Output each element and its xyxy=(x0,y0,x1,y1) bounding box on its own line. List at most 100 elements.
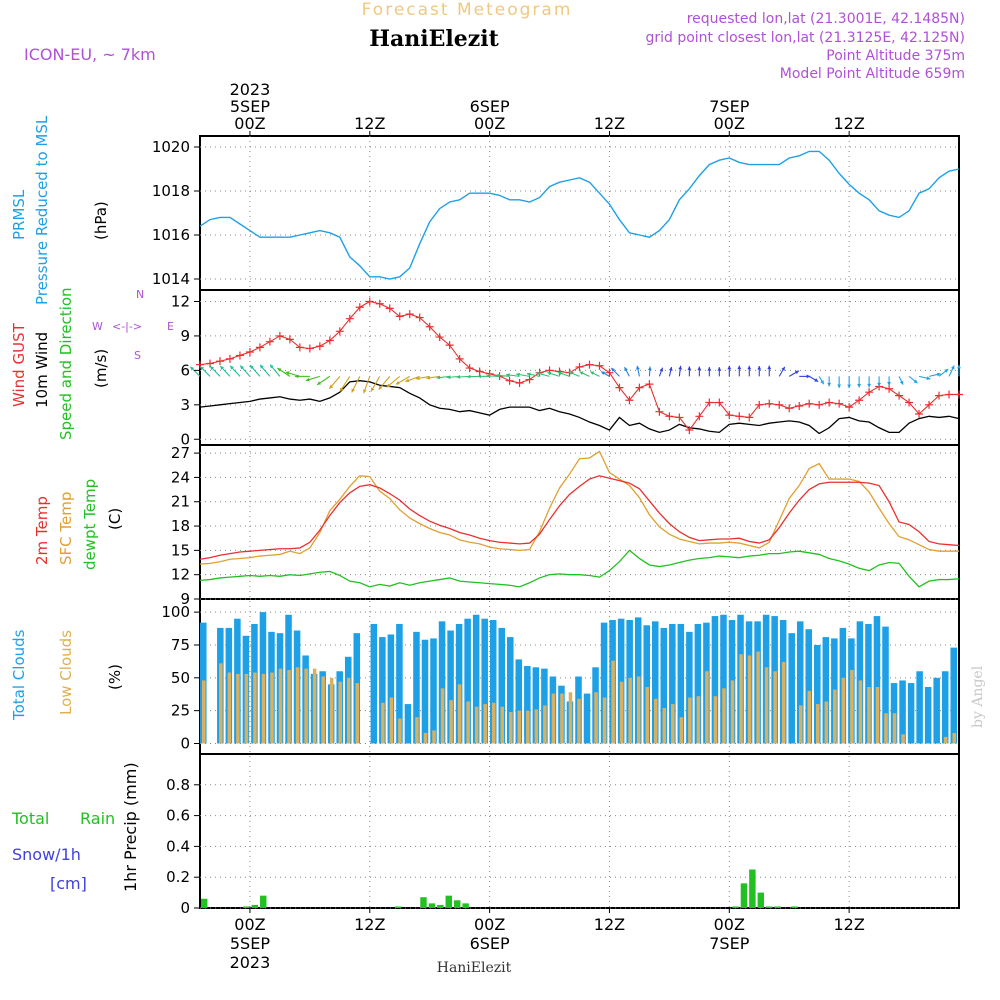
wind-gust-marker xyxy=(295,343,304,352)
low-cloud-bar xyxy=(781,662,786,744)
wind-gust-marker xyxy=(615,383,624,392)
panel-frames xyxy=(199,135,960,909)
wind-speed-line xyxy=(199,380,960,435)
precip-labels: Total Rain Snow/1h [cm] 1hr Precip (mm) xyxy=(11,762,140,893)
temp-dewpt-label: dewpt Temp xyxy=(81,479,99,570)
wind-speed-dir-label: Speed and Direction xyxy=(57,287,75,440)
low-cloud-bar xyxy=(312,668,317,744)
wind-gust-marker xyxy=(405,310,414,319)
wind-gust-marker xyxy=(825,398,834,407)
wind-direction-arrowhead xyxy=(210,366,215,371)
top-time-label: 12Z xyxy=(354,114,385,133)
wind-gust-marker xyxy=(865,388,874,397)
wind-direction-arrowhead xyxy=(240,365,244,370)
wind-gust-marker xyxy=(715,398,724,407)
temp-2m-line xyxy=(199,475,960,560)
wind-ytick-label: 0 xyxy=(180,430,190,448)
total-cloud-bar xyxy=(805,629,813,744)
wind-gust-marker xyxy=(435,333,444,342)
top-time-label: 5SEP xyxy=(230,97,270,116)
pressure-line xyxy=(199,150,960,280)
total-cloud-bar xyxy=(933,677,940,744)
wind-gust-marker xyxy=(575,362,584,371)
prmsl-label: PRMSL xyxy=(10,189,28,240)
wind-gust-marker xyxy=(455,354,464,363)
wind-gust-marker xyxy=(585,360,594,369)
wind-direction-arrowhead xyxy=(386,383,391,388)
wind-gust-marker xyxy=(945,390,954,399)
temp-2m-label: 2m Temp xyxy=(33,496,51,565)
low-cloud-bar xyxy=(491,702,496,744)
bottom-time-label: 5SEP xyxy=(230,934,270,953)
wind-direction-arrowhead xyxy=(579,371,584,375)
low-cloud-bar xyxy=(619,681,624,744)
total-cloud-bar xyxy=(941,671,949,744)
wind-direction-arrowhead xyxy=(230,365,235,370)
temp-ytick-label: 15 xyxy=(171,541,190,559)
total-cloud-bar xyxy=(532,667,540,744)
wind-direction-arrowhead xyxy=(820,380,824,385)
low-cloud-bar xyxy=(466,701,470,744)
wind-gust-marker xyxy=(375,299,384,308)
total-cloud-bar xyxy=(472,614,480,744)
wind-direction-arrowhead xyxy=(727,365,732,370)
top-time-label: 12Z xyxy=(594,114,625,133)
wind-gust-marker xyxy=(815,400,824,409)
precip-bar xyxy=(251,904,259,908)
wind-gust-marker xyxy=(605,368,614,377)
wind-gust-marker xyxy=(855,396,864,405)
wind-direction-arrowhead xyxy=(877,382,882,387)
clouds-ytick-label: 0 xyxy=(180,734,190,752)
wind-direction-arrowhead xyxy=(707,366,712,371)
low-cloud-bar xyxy=(858,680,863,744)
bottom-time-label: 00Z xyxy=(714,915,745,934)
low-cloud-bar xyxy=(798,705,803,744)
cloud-labels: Total Clouds Low Clouds (%) xyxy=(10,629,124,721)
wind-direction-arrowhead xyxy=(899,380,904,385)
wind-direction-arrowhead xyxy=(371,387,375,392)
wind-gust-marker xyxy=(735,412,744,421)
precip-bar xyxy=(445,895,452,908)
total-cloud-bar xyxy=(507,637,514,744)
wind-direction-arrowhead xyxy=(717,367,722,371)
total-cloud-bar xyxy=(907,683,915,744)
wind-gust-marker xyxy=(315,342,324,351)
wind-direction-arrowhead xyxy=(277,368,282,372)
wind-direction-arrowhead xyxy=(837,384,842,388)
precip-bar xyxy=(774,906,781,908)
wind-direction-arrowhead xyxy=(200,366,205,371)
precip-bar xyxy=(766,906,773,908)
low-cloud-bar xyxy=(244,673,249,744)
clouds-ytick-label: 50 xyxy=(171,669,190,687)
low-cloud-bar xyxy=(287,669,291,744)
low-cloud-bar xyxy=(449,700,453,744)
wind-direction-arrowhead xyxy=(950,365,955,370)
total-cloud-bar xyxy=(651,621,659,744)
top-time-label: 00Z xyxy=(234,114,265,133)
precip-ytick-label: 0.4 xyxy=(166,837,190,855)
pressure-panel xyxy=(199,135,960,291)
wind-direction-arrowhead xyxy=(526,372,531,377)
wind-direction-arrowhead xyxy=(794,370,799,375)
low-cloud-bar xyxy=(696,696,701,744)
wind-direction-arrowhead xyxy=(363,389,367,394)
wind-direction-arrowhead xyxy=(687,366,692,370)
total-cloud-bar xyxy=(677,623,685,744)
wind-direction-arrowhead xyxy=(867,383,872,388)
total-cloud-bar xyxy=(481,618,488,744)
low-cloud-bar xyxy=(730,680,735,744)
wind-direction-arrowhead xyxy=(250,365,254,369)
precip-bar xyxy=(437,904,444,908)
wind-10m-label: 10m Wind xyxy=(33,332,51,408)
requested-coords: requested lon,lat (21.3001E, 42.1485N) xyxy=(687,11,965,27)
total-cloud-bar xyxy=(583,693,591,744)
wind-gust-marker xyxy=(196,360,204,369)
precip-bar xyxy=(732,906,739,908)
wind-gust-marker xyxy=(695,412,704,421)
wind-direction-arrowhead xyxy=(516,372,520,377)
wind-gust-marker xyxy=(645,380,654,389)
low-cloud-bar xyxy=(253,672,257,744)
wind-unit: (m/s) xyxy=(92,349,110,388)
wind-gust-marker xyxy=(345,314,354,323)
total-cloud-bar xyxy=(950,647,957,744)
